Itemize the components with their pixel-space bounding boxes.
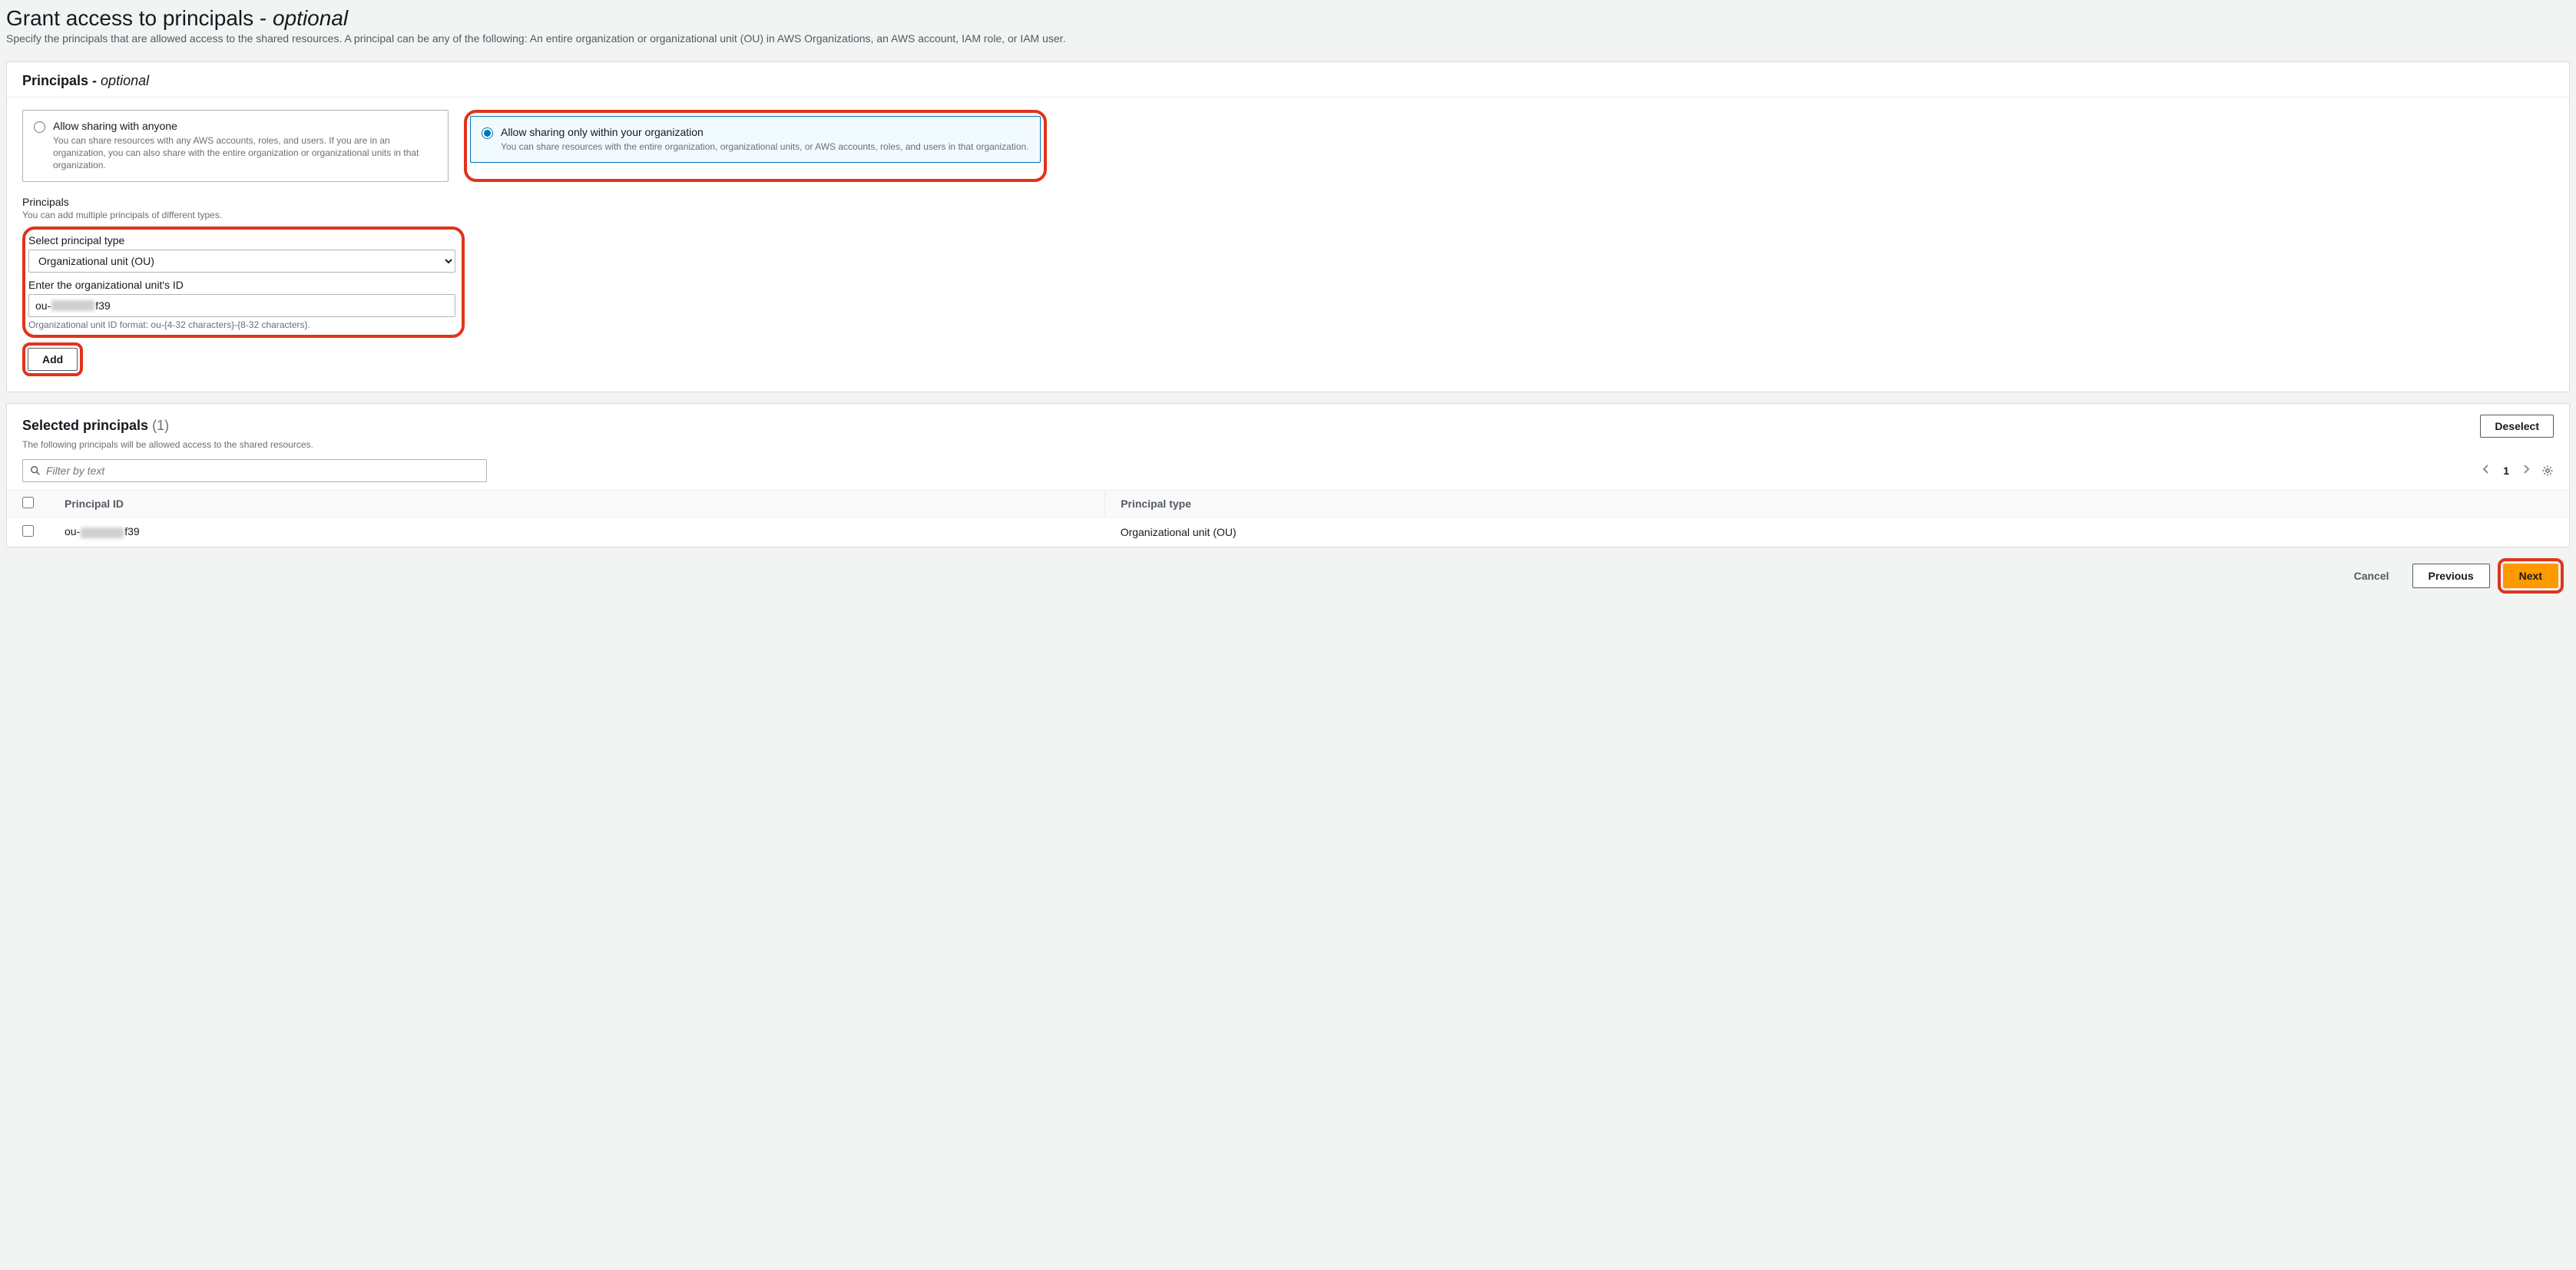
- principals-panel: Principals - optional Allow sharing with…: [6, 61, 2570, 392]
- deselect-label: Deselect: [2495, 420, 2539, 432]
- tile-org-desc: You can share resources with the entire …: [501, 141, 1029, 153]
- footer-buttons: Cancel Previous Next: [6, 547, 2570, 595]
- tile-allow-org[interactable]: Allow sharing only within your organizat…: [470, 116, 1041, 163]
- col-checkbox: [7, 490, 49, 517]
- row-id-redacted: [81, 528, 124, 538]
- cell-principal-type: Organizational unit (OU): [1105, 517, 2569, 547]
- sharing-scope-tiles: Allow sharing with anyone You can share …: [22, 110, 2554, 182]
- highlight-add-button: Add: [22, 342, 83, 376]
- col-principal-type[interactable]: Principal type: [1105, 490, 2569, 517]
- cell-principal-id: ou-f39: [49, 517, 1105, 547]
- tile-anyone-label: Allow sharing with anyone: [53, 120, 177, 132]
- page-title: Grant access to principals - optional: [6, 6, 2570, 31]
- filter-wrap: [22, 459, 487, 482]
- principals-title: Principals -: [22, 73, 101, 88]
- next-button[interactable]: Next: [2503, 564, 2558, 588]
- selected-principals-table: Principal ID Principal type ou-f39 Organ…: [7, 490, 2569, 547]
- tile-allow-anyone[interactable]: Allow sharing with anyone You can share …: [22, 110, 449, 182]
- principals-panel-header: Principals - optional: [7, 62, 2569, 98]
- ou-id-input[interactable]: ou- f39: [28, 294, 455, 317]
- prev-page-icon[interactable]: [2480, 463, 2492, 478]
- ou-id-hint: Organizational unit ID format: ou-{4-32 …: [28, 319, 455, 330]
- principals-title-optional: optional: [101, 73, 149, 88]
- highlight-next-button: Next: [2498, 558, 2564, 594]
- select-all-checkbox[interactable]: [22, 497, 34, 508]
- cancel-label: Cancel: [2354, 570, 2389, 582]
- cancel-button[interactable]: Cancel: [2339, 564, 2405, 588]
- next-label: Next: [2519, 570, 2542, 582]
- highlight-org-tile: Allow sharing only within your organizat…: [464, 110, 1047, 182]
- gear-icon[interactable]: [2541, 465, 2554, 477]
- deselect-button[interactable]: Deselect: [2480, 415, 2554, 438]
- col-principal-id[interactable]: Principal ID: [49, 490, 1105, 517]
- page-header: Grant access to principals - optional Sp…: [6, 3, 2570, 51]
- ou-id-prefix: ou-: [35, 299, 51, 312]
- selected-tools: 1: [7, 450, 2569, 490]
- principals-sublabel: You can add multiple principals of diffe…: [22, 210, 452, 220]
- ou-id-label: Enter the organizational unit's ID: [28, 279, 455, 291]
- tile-org-label: Allow sharing only within your organizat…: [501, 126, 704, 138]
- ou-id-redacted: [51, 300, 94, 311]
- highlight-principal-inputs: Select principal type Organizational uni…: [22, 227, 465, 338]
- radio-allow-anyone[interactable]: [34, 121, 45, 133]
- principals-label: Principals: [22, 196, 452, 208]
- page-number: 1: [2503, 465, 2509, 477]
- radio-allow-org[interactable]: [482, 127, 493, 139]
- page-subtitle: Specify the principals that are allowed …: [6, 32, 2570, 45]
- principal-type-select[interactable]: Organizational unit (OU): [28, 250, 455, 273]
- tile-anyone-desc: You can share resources with any AWS acc…: [53, 134, 437, 172]
- add-button[interactable]: Add: [28, 348, 78, 371]
- table-row[interactable]: ou-f39 Organizational unit (OU): [7, 517, 2569, 547]
- row-checkbox[interactable]: [22, 525, 34, 537]
- ou-id-suffix: f39: [95, 299, 110, 312]
- selected-panel-header: Selected principals (1) Deselect: [7, 404, 2569, 438]
- row-id-suffix: f39: [124, 525, 139, 537]
- add-button-label: Add: [42, 353, 63, 365]
- previous-button[interactable]: Previous: [2412, 564, 2490, 588]
- selected-title: Selected principals: [22, 418, 148, 433]
- pager: 1: [2480, 463, 2532, 478]
- filter-input[interactable]: [22, 459, 487, 482]
- next-page-icon[interactable]: [2520, 463, 2532, 478]
- page-title-optional: optional: [273, 6, 348, 30]
- row-id-prefix: ou-: [65, 525, 80, 537]
- previous-label: Previous: [2429, 570, 2474, 582]
- page-title-text: Grant access to principals -: [6, 6, 273, 30]
- selected-count: (1): [152, 418, 169, 433]
- selected-principals-panel: Selected principals (1) Deselect The fol…: [6, 403, 2570, 547]
- selected-sub: The following principals will be allowed…: [22, 439, 2554, 450]
- search-icon: [30, 465, 41, 476]
- principals-field-group: Principals You can add multiple principa…: [22, 196, 452, 220]
- select-type-label: Select principal type: [28, 234, 455, 246]
